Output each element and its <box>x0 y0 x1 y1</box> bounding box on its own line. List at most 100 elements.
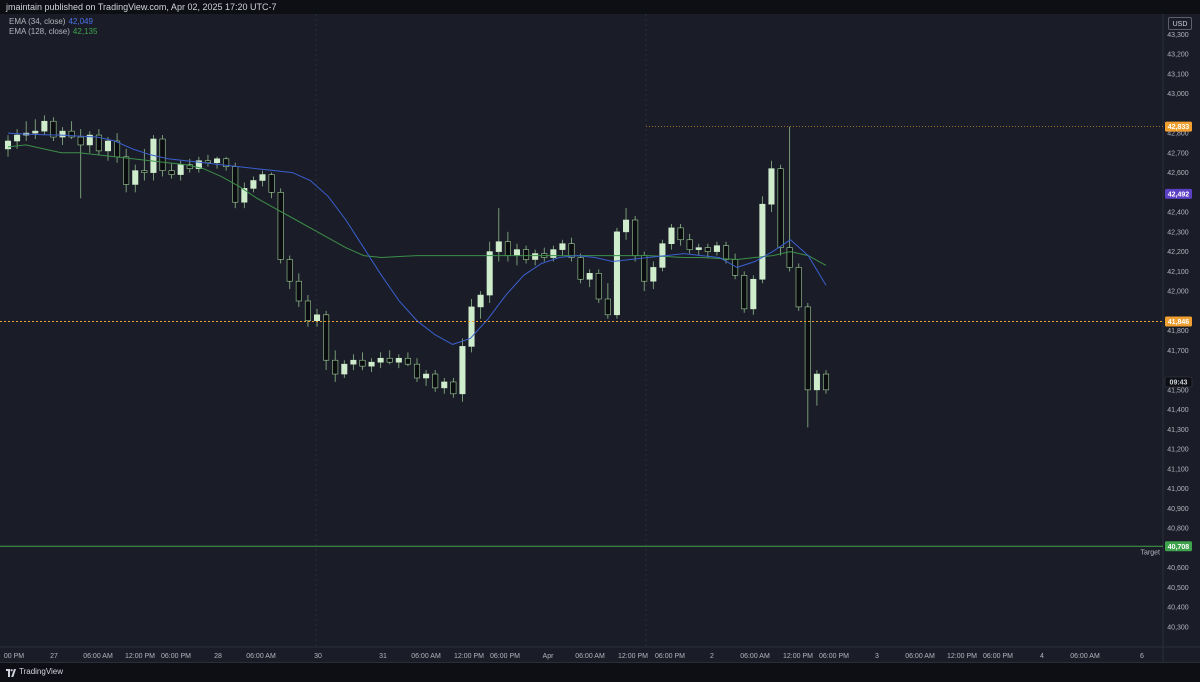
candle[interactable] <box>132 170 139 185</box>
candle[interactable] <box>404 357 411 365</box>
candle[interactable] <box>577 257 584 280</box>
candle[interactable] <box>259 174 266 181</box>
candle[interactable] <box>432 373 439 389</box>
candle[interactable] <box>341 363 348 375</box>
candle[interactable] <box>668 227 675 244</box>
candle[interactable] <box>813 373 820 391</box>
candle[interactable] <box>486 251 493 296</box>
candle[interactable] <box>323 314 330 361</box>
candle[interactable] <box>177 164 184 175</box>
candle[interactable] <box>822 373 830 391</box>
candle[interactable] <box>741 274 748 310</box>
candle[interactable] <box>513 249 521 256</box>
candle[interactable] <box>277 192 284 260</box>
candle[interactable] <box>41 120 48 132</box>
candle[interactable] <box>441 381 448 389</box>
candle[interactable] <box>350 359 357 365</box>
tradingview-brand[interactable]: TradingView <box>19 667 64 676</box>
candle[interactable] <box>604 298 611 316</box>
candle[interactable] <box>623 219 630 233</box>
candle[interactable] <box>686 239 693 250</box>
candle[interactable] <box>777 168 784 248</box>
candle[interactable] <box>14 134 21 142</box>
chart-area[interactable]: 40,300 40,400 40,500 40,600 40,800 40,900 41,0… <box>0 14 1200 662</box>
candle[interactable] <box>704 247 711 252</box>
candle[interactable] <box>523 249 530 260</box>
candle[interactable] <box>86 134 93 146</box>
indicator-legend: EMA (34, close) 42,049 EMA (128, close) 42… <box>9 17 97 37</box>
candle[interactable] <box>586 273 593 280</box>
ema128-value: 42,135 <box>72 27 98 36</box>
candle[interactable] <box>795 267 802 308</box>
candle[interactable] <box>32 130 39 134</box>
ema34-label: EMA (34, close) <box>9 17 66 26</box>
candle[interactable] <box>359 359 366 367</box>
candle[interactable] <box>168 170 175 175</box>
ema34-legend-row[interactable]: EMA (34, close) 42,049 <box>9 17 97 27</box>
candle[interactable] <box>641 255 648 282</box>
candle[interactable] <box>250 180 257 189</box>
candle[interactable] <box>613 231 620 316</box>
candle[interactable] <box>413 363 421 379</box>
candle[interactable] <box>377 357 384 363</box>
candle[interactable] <box>95 134 102 152</box>
countdown-badge <box>1164 376 1193 388</box>
candle[interactable] <box>423 373 430 379</box>
candle[interactable] <box>77 136 84 146</box>
candle[interactable] <box>750 278 757 310</box>
candle[interactable] <box>804 306 811 391</box>
candle[interactable] <box>713 245 720 252</box>
candle[interactable] <box>395 357 402 363</box>
candle[interactable] <box>223 158 230 167</box>
candle[interactable] <box>595 273 602 300</box>
candle[interactable] <box>195 160 202 169</box>
candle[interactable] <box>268 174 275 193</box>
candle[interactable] <box>786 247 793 268</box>
candle[interactable] <box>504 241 511 256</box>
candle[interactable] <box>550 249 557 258</box>
candle[interactable] <box>59 130 66 138</box>
ema128-label: EMA (128, close) <box>9 27 70 36</box>
candle[interactable] <box>386 357 393 363</box>
candle[interactable] <box>241 188 248 203</box>
candle[interactable] <box>632 219 639 256</box>
price-tick-label: 40,300 <box>1167 624 1189 631</box>
candle[interactable] <box>50 120 57 138</box>
candle[interactable] <box>722 245 730 260</box>
candle[interactable] <box>4 140 12 150</box>
candle[interactable] <box>141 170 148 173</box>
price-chart[interactable]: 40,300 40,400 40,500 40,600 40,800 40,900 41,0… <box>0 14 1200 662</box>
candle[interactable] <box>295 280 302 302</box>
candle[interactable] <box>204 160 211 164</box>
candle[interactable] <box>332 359 339 375</box>
candle[interactable] <box>68 130 75 138</box>
ema128-line[interactable] <box>7 144 827 266</box>
candle[interactable] <box>768 168 775 205</box>
plot-background[interactable] <box>0 14 1163 647</box>
candle[interactable] <box>759 203 766 280</box>
ema128-legend-row[interactable]: EMA (128, close) 42,135 <box>9 27 97 37</box>
candle[interactable] <box>304 300 311 322</box>
candle[interactable] <box>677 227 684 241</box>
currency-button[interactable]: USD <box>1168 17 1192 30</box>
candle[interactable] <box>313 314 321 322</box>
candle[interactable] <box>104 140 112 152</box>
candle[interactable] <box>468 306 475 347</box>
candle[interactable] <box>532 253 539 260</box>
candle[interactable] <box>495 241 502 252</box>
candle[interactable] <box>568 243 575 258</box>
candle[interactable] <box>123 156 130 185</box>
candle[interactable] <box>159 138 166 171</box>
candle[interactable] <box>477 294 484 308</box>
candle[interactable] <box>695 247 702 250</box>
candle[interactable] <box>214 158 221 164</box>
candle[interactable] <box>368 361 375 367</box>
currency-label: USD <box>1172 21 1188 28</box>
candle[interactable] <box>559 243 566 250</box>
candle[interactable] <box>650 267 657 282</box>
candle[interactable] <box>450 381 457 395</box>
time-tick-label: 06:00 AM <box>905 653 935 660</box>
candle[interactable] <box>459 346 466 395</box>
ema34-line[interactable] <box>7 132 827 345</box>
candle[interactable] <box>286 259 293 282</box>
